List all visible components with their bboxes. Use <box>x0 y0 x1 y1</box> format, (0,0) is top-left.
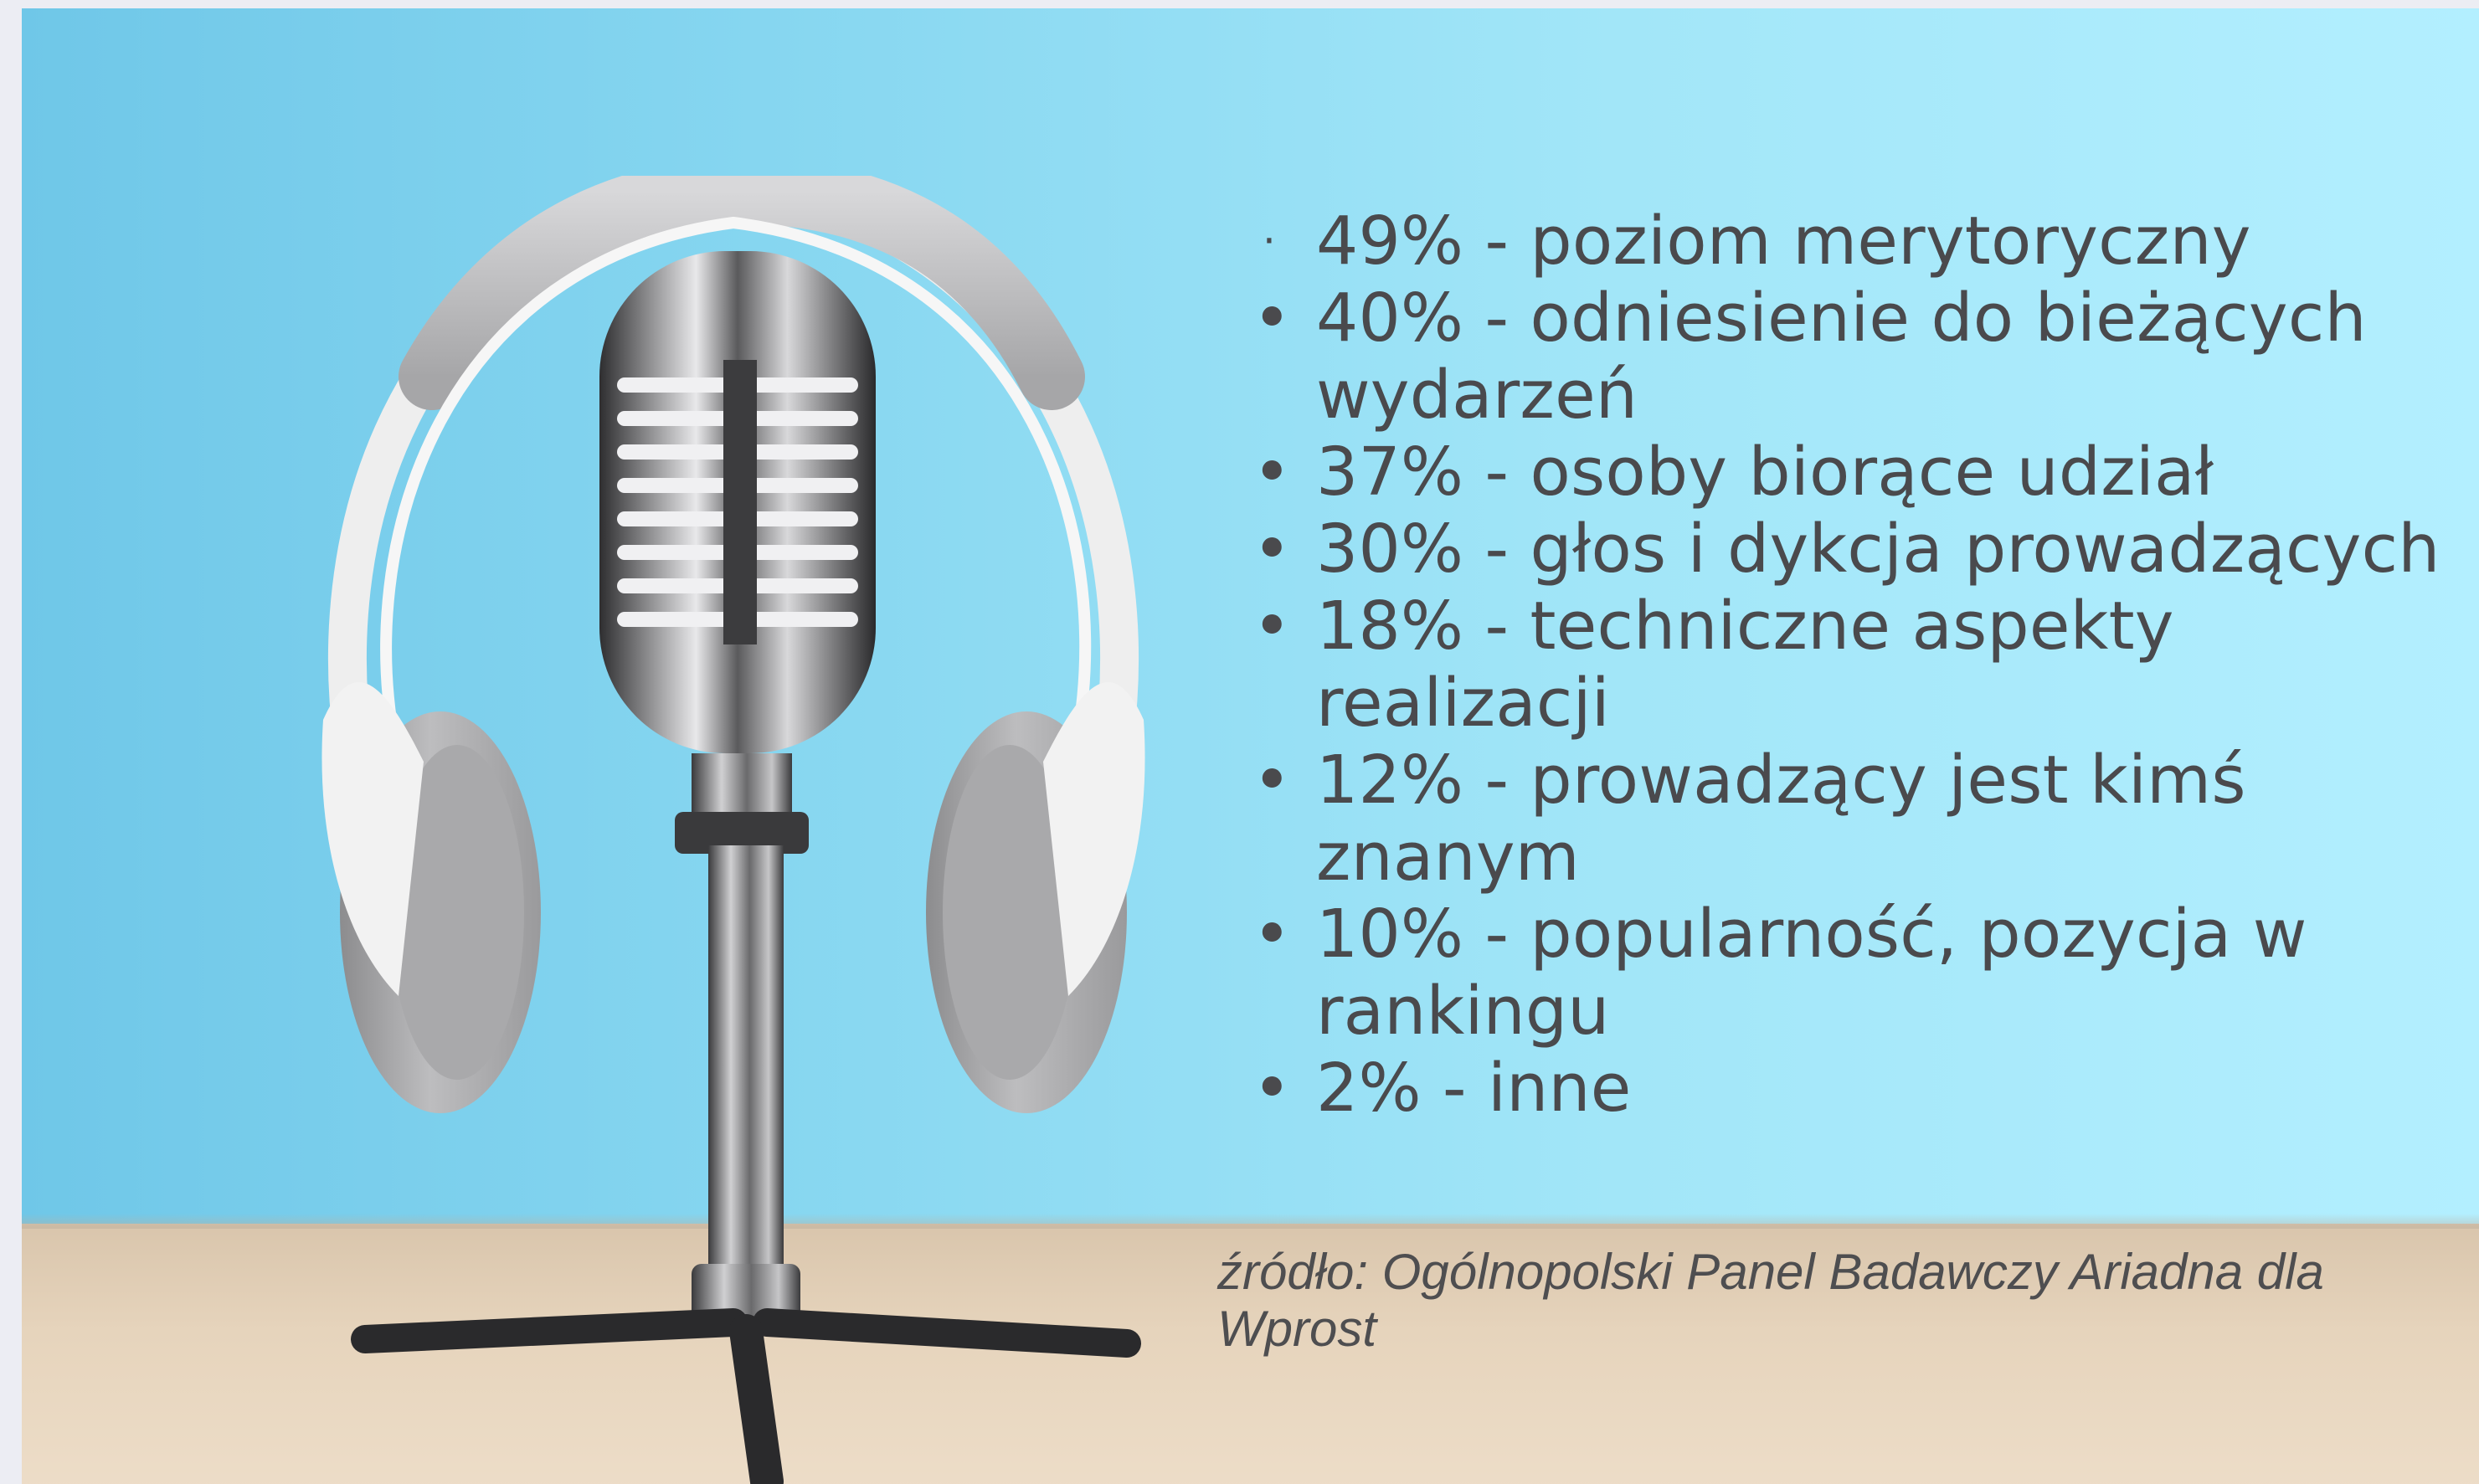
bullet: • <box>1252 1050 1292 1127</box>
stat-text: 18% - techniczne aspekty realizacji <box>1316 588 2174 742</box>
desk-surface <box>22 1224 2479 1484</box>
list-item: · 49% - poziom merytoryczny <box>1227 203 2450 280</box>
stat-text: 49% - poziom merytoryczny <box>1316 203 2251 280</box>
list-item: • 30% - głos i dykcja prowadzących <box>1227 511 2450 588</box>
list-item: • 2% - inne <box>1227 1050 2450 1127</box>
bullet: • <box>1252 511 1292 588</box>
stat-text: 30% - głos i dykcja prowadzących <box>1316 511 2440 588</box>
list-item: • 10% - popularność, pozycja w rankingu <box>1227 896 2450 1050</box>
bullet: • <box>1252 742 1292 819</box>
list-item: • 37% - osoby biorące udział <box>1227 434 2450 511</box>
bullet: • <box>1252 588 1292 665</box>
source-caption: źródło: Ogólnopolski Panel Badawczy Aria… <box>1217 1244 2324 1357</box>
stat-text: 2% - inne <box>1316 1050 1632 1127</box>
bullet: • <box>1252 434 1292 511</box>
desk-edge <box>22 1214 2479 1229</box>
stat-text: 37% - osoby biorące udział <box>1316 434 2214 511</box>
stand-pole <box>708 845 784 1281</box>
microphone-headphones-photo <box>298 176 1236 1484</box>
list-item: • 40% - odniesienie do bieżących wydarze… <box>1227 280 2450 434</box>
stats-list: · 49% - poziom merytoryczny • 40% - odni… <box>1227 203 2450 1127</box>
headband-pad <box>399 176 1085 410</box>
list-item: • 18% - techniczne aspekty realizacji <box>1227 588 2450 742</box>
bullet: · <box>1262 217 1277 265</box>
bullet: • <box>1252 896 1292 973</box>
slide: · 49% - poziom merytoryczny • 40% - odni… <box>22 8 2479 1484</box>
stat-text: 12% - prowadzący jest kimś znanym <box>1316 742 2246 896</box>
tripod-legs <box>351 1308 1141 1484</box>
stat-text: 40% - odniesienie do bieżących wydarzeń <box>1316 280 2367 434</box>
bullet: • <box>1252 280 1292 357</box>
list-item: • 12% - prowadzący jest kimś znanym <box>1227 742 2450 896</box>
stat-text: 10% - popularność, pozycja w rankingu <box>1316 896 2307 1050</box>
